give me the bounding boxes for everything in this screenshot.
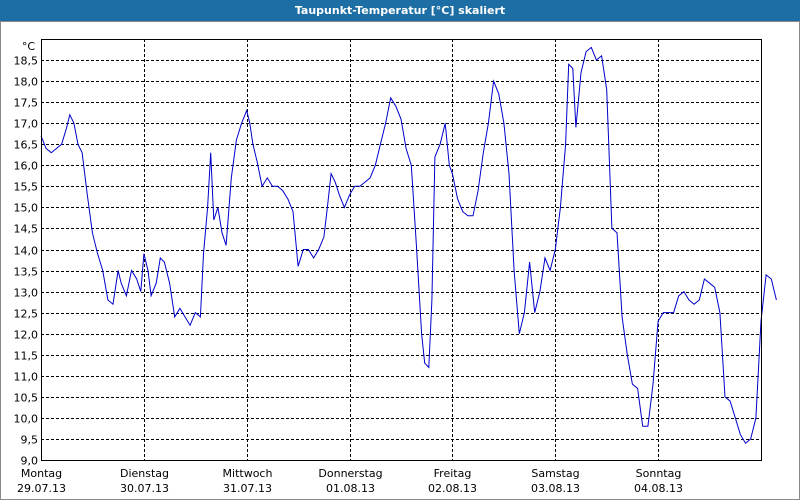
x-tick-date: 31.07.13 [223,482,272,495]
series-line [40,46,777,444]
y-tick-label: 14,5 [14,223,39,236]
y-tick-label: 18,0 [14,76,39,89]
y-tick-label: 12,5 [14,308,39,321]
y-tick-label: 13,0 [14,287,39,300]
dew-point-chart: °C 9,0 9,5 10,0 10,5 11,0 11,5 12,0 12,5 13,0 13,… [14,39,777,495]
y-tick-label: 17,0 [14,118,39,131]
y-tick-label: 18,5 [14,55,39,68]
y-tick-label: 10,0 [14,413,39,426]
y-tick-label: 11,5 [14,350,39,363]
x-tick-date: 04.08.13 [634,482,683,495]
y-tick-label: 15,0 [14,202,39,215]
x-tick-date: 03.08.13 [531,482,580,495]
x-tick-day: Donnerstag [318,467,382,480]
y-tick-label: 10,5 [14,392,39,405]
y-axis-labels: 9,0 9,5 10,0 10,5 11,0 11,5 12,0 12,5 13,0 13,5 14… [14,55,39,468]
y-tick-label: 9,0 [21,455,39,468]
x-tick-date: 01.08.13 [326,482,375,495]
y-tick-label: 13,5 [14,266,39,279]
x-tick-day: Dienstag [120,467,169,480]
x-tick-day: Sonntag [636,467,682,480]
x-tick-day: Mittwoch [223,467,273,480]
grid-lines [41,39,761,460]
y-tick-label: 12,0 [14,329,39,342]
y-tick-label: 17,5 [14,97,39,110]
y-unit-label: °C [22,40,36,53]
y-tick-label: 9,5 [21,434,39,447]
chart-title: Taupunkt-Temperatur [°C] skaliert [294,4,506,17]
y-tick-label: 11,0 [14,371,39,384]
x-tick-day: Samstag [531,467,579,480]
x-axis-labels: Montag 29.07.13 Dienstag 30.07.13 Mittwoch 31… [17,467,683,495]
x-tick-date: 30.07.13 [120,482,169,495]
x-tick-date: 02.08.13 [428,482,477,495]
plot-border [41,39,762,461]
y-tick-label: 15,5 [14,181,39,194]
chart-title-bar: Taupunkt-Temperatur [°C] skaliert [0,0,800,21]
y-tick-label: 16,0 [14,160,39,173]
y-tick-label: 14,0 [14,245,39,258]
chart-frame: °C 9,0 9,5 10,0 10,5 11,0 11,5 12,0 12,5 13,0 13,… [0,21,800,500]
y-tick-label: 16,5 [14,139,39,152]
x-tick-date: 29.07.13 [17,482,66,495]
x-tick-day: Montag [21,467,62,480]
x-tick-day: Freitag [434,467,472,480]
